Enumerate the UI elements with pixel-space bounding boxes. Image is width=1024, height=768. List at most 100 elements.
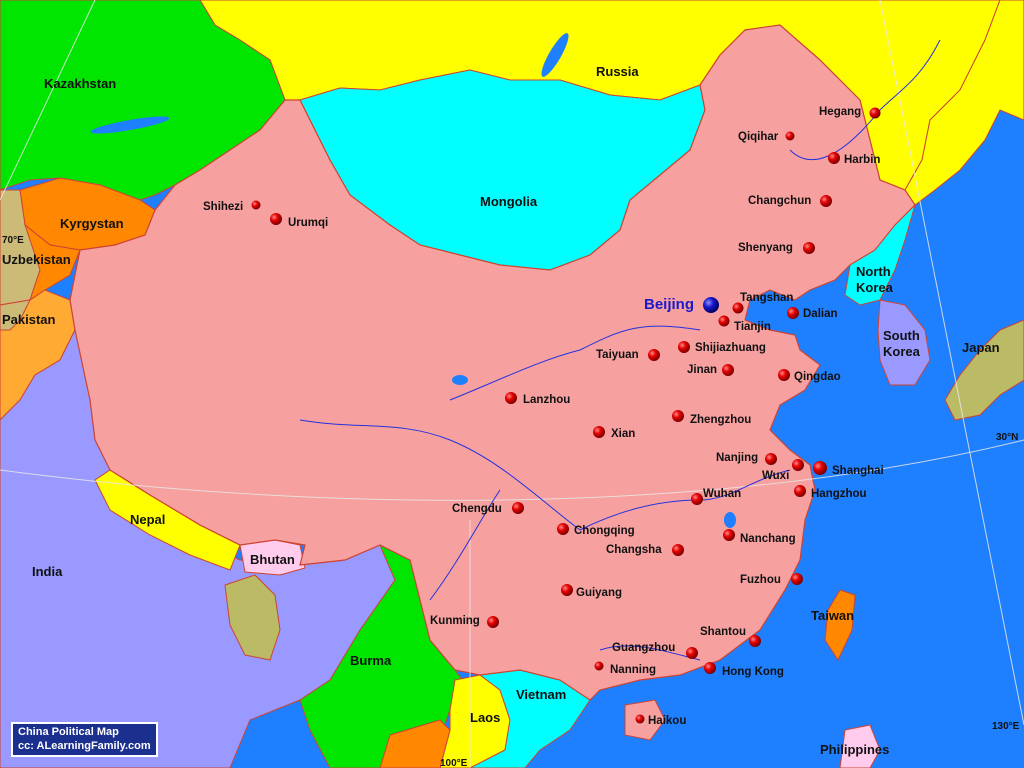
city-label-xian: Xian (611, 428, 635, 440)
city-marker-changsha[interactable]: Changsha (606, 544, 684, 556)
uzbekistan-label: Uzbekistan (2, 252, 71, 267)
city-marker-shantou[interactable]: Shantou (700, 626, 761, 647)
north-korea-region (844, 203, 917, 306)
city-label-guangzhou: Guangzhou (612, 642, 675, 654)
city-label-shanghai: Shanghai (832, 465, 884, 477)
latitude-30-label: 30°N (996, 432, 1018, 443)
city-marker-qiqihar[interactable]: Qiqihar (738, 131, 795, 143)
city-label-nanchang: Nanchang (740, 533, 796, 545)
mongolia-label: Mongolia (480, 194, 538, 209)
city-label-shantou: Shantou (700, 626, 746, 638)
city-label-hong-kong: Hong Kong (722, 666, 784, 678)
city-marker-kunming[interactable]: Kunming (430, 615, 499, 628)
city-label-tianjin: Tianjin (734, 321, 771, 333)
city-marker-wuhan[interactable]: Wuhan (691, 488, 741, 505)
city-label-haikou: Haikou (648, 715, 686, 727)
city-marker-nanjing[interactable]: Nanjing (716, 452, 777, 465)
city-marker-qingdao[interactable]: Qingdao (778, 369, 841, 383)
afghanistan-region (0, 299, 31, 331)
laos-label: Laos (470, 710, 500, 725)
city-label-nanjing: Nanjing (716, 452, 758, 464)
city-label-chongqing: Chongqing (574, 525, 635, 537)
city-marker-zhengzhou[interactable]: Zhengzhou (672, 410, 751, 426)
city-marker-dalian[interactable]: Dalian (787, 307, 838, 320)
city-label-changsha: Changsha (606, 544, 662, 556)
city-label-harbin: Harbin (844, 154, 880, 166)
city-label-dalian: Dalian (803, 308, 838, 320)
city-label-fuzhou: Fuzhou (740, 574, 781, 586)
longitude-100-label: 100°E (440, 758, 468, 768)
city-label-shijiazhuang: Shijiazhuang (695, 342, 766, 354)
city-label-changchun: Changchun (748, 195, 811, 207)
city-marker-shanghai[interactable]: Shanghai (813, 461, 884, 477)
vietnam-label: Vietnam (516, 687, 566, 702)
russia-label: Russia (596, 64, 639, 79)
map-title: China Political Map (18, 726, 119, 738)
city-marker-guangzhou[interactable]: Guangzhou (612, 642, 698, 659)
hainan-island (624, 699, 666, 741)
city-label-hangzhou: Hangzhou (811, 488, 867, 500)
burma-label: Burma (350, 653, 392, 668)
city-marker-shijiazhuang[interactable]: Shijiazhuang (678, 341, 766, 354)
city-marker-guiyang[interactable]: Guiyang (561, 584, 622, 599)
philippines-region (839, 724, 881, 768)
city-label-qingdao: Qingdao (794, 371, 841, 383)
city-label-lanzhou: Lanzhou (523, 394, 570, 406)
city-marker-xian[interactable]: Xian (593, 426, 635, 440)
city-marker-nanchang[interactable]: Nanchang (723, 529, 796, 545)
city-marker-chengdu[interactable]: Chengdu (452, 502, 524, 515)
city-marker-urumqi[interactable]: Urumqi (270, 213, 328, 229)
city-label-guiyang: Guiyang (576, 587, 622, 599)
city-marker-fuzhou[interactable]: Fuzhou (740, 573, 803, 586)
city-label-qiqihar: Qiqihar (738, 131, 779, 143)
city-marker-hegang[interactable]: Hegang (819, 106, 881, 119)
nepal-label: Nepal (130, 512, 165, 527)
taiwan-label: Taiwan (811, 608, 854, 623)
city-marker-taiyuan[interactable]: Taiyuan (596, 349, 660, 361)
india-label: India (32, 564, 63, 579)
japan-region (944, 319, 1024, 421)
beijing-marker[interactable]: Beijing (644, 296, 719, 313)
city-marker-jinan[interactable]: Jinan (687, 364, 734, 376)
kyrgyzstan-label: Kyrgystan (60, 216, 124, 231)
city-marker-harbin[interactable]: Harbin (828, 152, 880, 166)
city-marker-changchun[interactable]: Changchun (748, 195, 832, 207)
city-marker-lanzhou[interactable]: Lanzhou (505, 392, 570, 406)
city-marker-nanning[interactable]: Nanning (594, 661, 657, 677)
city-marker-tianjin[interactable]: Tianjin (718, 315, 771, 334)
city-label-hegang: Hegang (819, 106, 861, 118)
city-marker-shenyang[interactable]: Shenyang (738, 242, 815, 254)
city-marker-chongqing[interactable]: Chongqing (557, 523, 635, 537)
lakes (90, 33, 736, 528)
south-korea-label-line1: South (883, 328, 920, 343)
city-label-jinan: Jinan (687, 364, 717, 376)
bhutan-label: Bhutan (250, 552, 295, 567)
bangladesh-region (224, 574, 281, 661)
city-label-wuhan: Wuhan (703, 488, 741, 500)
south-korea-region (877, 299, 931, 386)
longitude-130-label: 130°E (992, 721, 1020, 732)
city-label-taiyuan: Taiyuan (596, 349, 639, 361)
south-korea-label-line2: Korea (883, 344, 921, 359)
city-marker-hong-kong[interactable]: Hong Kong (704, 662, 784, 678)
city-marker-haikou[interactable]: Haikou (635, 714, 687, 728)
city-label-kunming: Kunming (430, 615, 480, 627)
longitude-70-label: 70°E (2, 235, 24, 246)
city-label-zhengzhou: Zhengzhou (690, 414, 751, 426)
kazakhstan-label: Kazakhstan (44, 76, 116, 91)
city-marker-wuxi[interactable]: Wuxi (762, 459, 804, 482)
china-region (69, 24, 916, 701)
rivers (299, 39, 941, 661)
north-korea-label-line1: North (856, 264, 891, 279)
japan-label: Japan (962, 340, 1000, 355)
city-label-wuxi: Wuxi (762, 470, 789, 482)
philippines-label: Philippines (820, 742, 889, 757)
thailand-region (379, 719, 451, 768)
city-label-nanning: Nanning (610, 664, 656, 676)
city-marker-hangzhou[interactable]: Hangzhou (794, 485, 867, 500)
city-marker-tangshan[interactable]: Tangshan (732, 292, 794, 314)
city-marker-shihezi[interactable]: Shihezi (203, 200, 261, 214)
